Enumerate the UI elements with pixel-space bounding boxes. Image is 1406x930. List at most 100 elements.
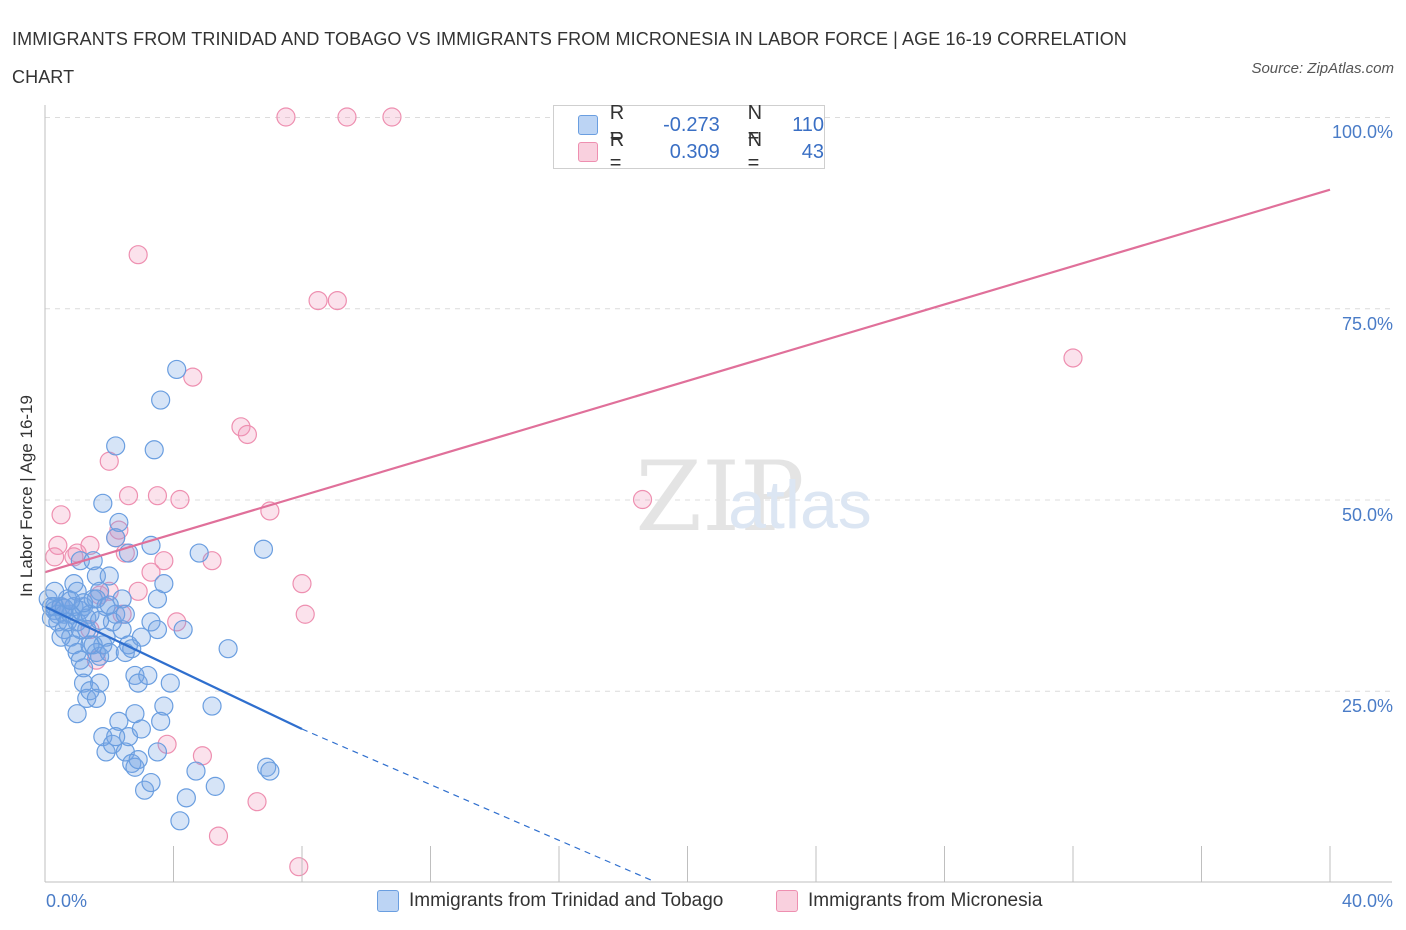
trinidad-point [154,696,174,716]
micronesia-point [118,486,139,506]
legend-row-trinidad: R = -0.273 N = 110 [578,102,824,147]
source-label: Source: ZipAtlas.com [1251,60,1394,77]
micronesia-point [48,535,68,556]
trinidad-point [73,658,94,678]
trinidad-point [125,704,145,724]
trinidad-point [90,610,110,630]
legend-swatch-pink [776,890,798,912]
trinidad-point [96,742,116,762]
trinidad-point [151,711,171,731]
trinidad-point [186,761,206,781]
micronesia-point [231,417,251,437]
trinidad-point [173,619,193,640]
trinidad-point [151,390,171,410]
trinidad-point [154,574,174,594]
micronesia-point [1063,348,1083,368]
micronesia-point [128,245,148,265]
micronesia-point [167,612,187,632]
y-tick-label-75: 75.0% [1341,314,1393,334]
trinidad-point [170,811,190,831]
legend-item-trinidad: Immigrants from Trinidad and Tobago [377,890,723,912]
micronesia-point [382,107,402,127]
r-label: R = [609,102,625,147]
trinidad-point [80,681,100,701]
trinidad-point [109,711,129,731]
legend-row-micronesia: R = 0.309 N = 43 [578,129,824,174]
legend-swatch-blue [377,890,399,912]
trinidad-trend-extension [301,728,656,883]
legend-item-micronesia: Immigrants from Micronesia [776,890,1042,912]
trinidad-point [147,742,168,762]
trinidad-point [73,673,94,693]
micronesia-point [308,291,328,311]
trinidad-point [167,359,187,380]
trinidad-point [138,665,158,686]
micronesia-point [337,107,357,127]
micronesia-point [45,547,65,567]
trinidad-point [218,639,238,659]
micronesia-point [154,551,174,571]
x-tick-label-min: 0.0% [46,891,88,911]
micronesia-point [237,424,257,445]
stats-legend: R = -0.273 N = 110 R = 0.309 N = 43 [553,102,825,174]
micronesia-point [208,826,229,846]
trinidad-point [106,436,126,456]
micronesia-point [170,489,190,510]
trinidad-point [160,673,180,693]
micronesia-point [247,792,267,812]
trinidad-point [90,673,110,693]
micronesia-trend-line [44,188,1331,574]
trend-lines [44,188,1331,883]
r-value: 0.309 [669,140,720,163]
n-value: 110 [792,113,824,136]
watermark-atlas: atlas [728,467,872,543]
micronesia-point [289,857,309,877]
trinidad-point [176,788,196,808]
micronesia-point [295,604,315,624]
trinidad-point [144,440,164,460]
legend-label-micronesia: Immigrants from Micronesia [808,890,1043,911]
trinidad-point [141,612,161,632]
micronesia-point [80,535,100,556]
legend-label-trinidad: Immigrants from Trinidad and Tobago [409,890,724,911]
trinidad-point [106,528,126,548]
trinidad-point [99,566,119,586]
trinidad-point [253,539,274,559]
trinidad-point [80,635,100,655]
trinidad-point [109,512,129,533]
micronesia-point [632,489,653,510]
trinidad-point [141,772,161,793]
micronesia-point [327,291,347,311]
n-value: 43 [801,140,824,163]
watermark-zip: ZIP [635,441,804,553]
x-tick-label-max: 40.0% [1341,891,1393,911]
trinidad-point [205,776,225,796]
trinidad-point [202,696,222,716]
trinidad-point [134,780,155,800]
n-label: N = [747,102,763,147]
y-tick-label-100: 100.0% [1331,122,1393,142]
blue-swatch [578,115,598,135]
micronesia-point [51,505,71,525]
micronesia-point [292,574,312,594]
y-axis-label: In Labor Force | Age 16-19 [17,395,36,597]
micronesia-point [157,734,177,754]
chart-title: IMMIGRANTS FROM TRINIDAD AND TOBAGO VS I… [12,29,1127,87]
r-value: -0.273 [663,113,720,136]
grid-lines [45,117,1392,692]
trinidad-point [99,642,119,663]
pink-swatch [578,142,598,162]
trinidad-point [67,704,87,724]
r-label: R = [609,129,625,174]
micronesia-point [183,367,203,387]
trinidad-point [99,595,119,615]
micronesia-point [147,486,168,506]
trinidad-point [147,619,168,640]
trinidad-point [61,590,81,611]
n-label: N = [747,129,763,174]
trinidad-point [128,749,148,770]
trinidad-point [189,543,209,563]
series-legend: Immigrants from Trinidad and Tobago Immi… [0,890,1406,914]
trinidad-point [106,727,126,747]
